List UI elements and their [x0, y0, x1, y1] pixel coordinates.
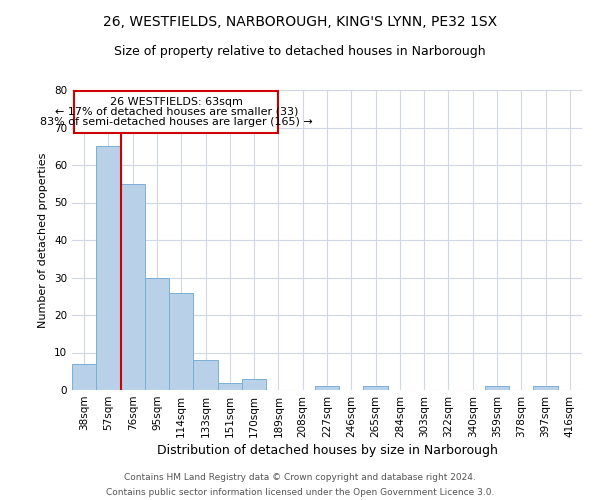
Y-axis label: Number of detached properties: Number of detached properties — [38, 152, 49, 328]
Bar — [96, 146, 121, 390]
Text: Contains public sector information licensed under the Open Government Licence 3.: Contains public sector information licen… — [106, 488, 494, 497]
Bar — [218, 382, 242, 390]
Bar — [533, 386, 558, 390]
Bar — [193, 360, 218, 390]
Text: 26 WESTFIELDS: 63sqm: 26 WESTFIELDS: 63sqm — [110, 97, 243, 107]
Bar — [315, 386, 339, 390]
Bar — [121, 184, 145, 390]
FancyBboxPatch shape — [74, 91, 278, 133]
Text: 83% of semi-detached houses are larger (165) →: 83% of semi-detached houses are larger (… — [40, 117, 313, 127]
Bar — [72, 364, 96, 390]
Text: Size of property relative to detached houses in Narborough: Size of property relative to detached ho… — [114, 45, 486, 58]
Bar — [485, 386, 509, 390]
Text: ← 17% of detached houses are smaller (33): ← 17% of detached houses are smaller (33… — [55, 107, 298, 117]
Bar — [169, 292, 193, 390]
Bar — [364, 386, 388, 390]
Bar — [145, 278, 169, 390]
Text: Contains HM Land Registry data © Crown copyright and database right 2024.: Contains HM Land Registry data © Crown c… — [124, 473, 476, 482]
X-axis label: Distribution of detached houses by size in Narborough: Distribution of detached houses by size … — [157, 444, 497, 457]
Text: 26, WESTFIELDS, NARBOROUGH, KING'S LYNN, PE32 1SX: 26, WESTFIELDS, NARBOROUGH, KING'S LYNN,… — [103, 15, 497, 29]
Bar — [242, 379, 266, 390]
